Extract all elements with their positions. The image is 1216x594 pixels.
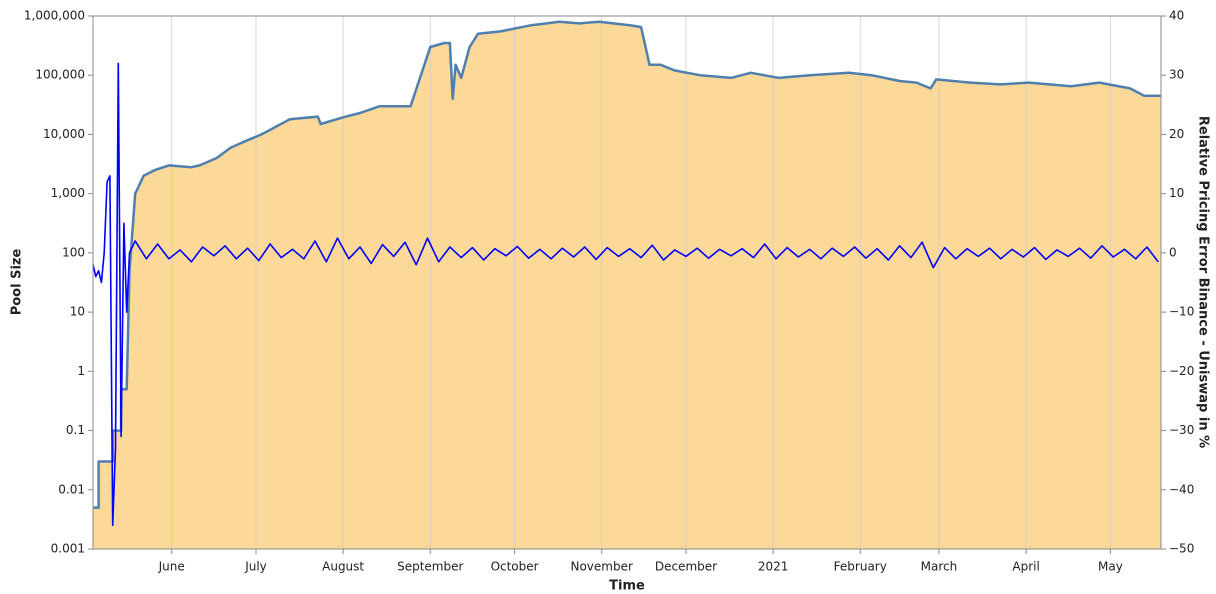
- y2-tick-label: 20: [1169, 127, 1184, 141]
- x-tick-label: March: [921, 560, 958, 574]
- y-tick-label: 10,000: [43, 127, 85, 141]
- y-tick-label: 0.01: [58, 482, 85, 496]
- y2-tick-label: −10: [1169, 305, 1194, 319]
- x-tick-label: June: [158, 560, 185, 574]
- y2-tick-label: −20: [1169, 364, 1194, 378]
- y2-tick-label: −30: [1169, 423, 1194, 437]
- x-tick-label: August: [322, 560, 364, 574]
- plot-frame: [92, 15, 1162, 550]
- line: [92, 62, 1159, 527]
- x-tick-label: November: [570, 560, 632, 574]
- x-tick-label: April: [1012, 560, 1039, 574]
- x-tick-label: September: [397, 560, 463, 574]
- x-tick-label: July: [244, 560, 267, 574]
- x-tick-label: December: [655, 560, 717, 574]
- y-tick-label: 1,000,000: [24, 9, 85, 23]
- y-tick-label: 1,000: [51, 186, 85, 200]
- y2-tick-label: 10: [1169, 186, 1184, 200]
- area-line: [93, 20, 1161, 509]
- y2-tick-label: 30: [1169, 68, 1184, 82]
- y-tick-label: 1: [77, 364, 85, 378]
- y2-tick-label: 40: [1169, 9, 1184, 23]
- x-axis-label: Time: [609, 579, 645, 594]
- x-tick-label: May: [1098, 560, 1123, 574]
- y-axis-label: Pool Size: [10, 249, 25, 316]
- y-tick-label: 100: [62, 245, 85, 259]
- y2-tick-label: 0: [1169, 245, 1177, 259]
- y2-axis-label: Relative Pricing Error Binance - Uniswap…: [1196, 116, 1211, 448]
- y-tick-label: 10: [70, 305, 85, 319]
- x-tick-label: February: [834, 560, 887, 574]
- area: [93, 21, 1161, 549]
- y2-tick-label: −50: [1169, 542, 1194, 556]
- y2-tick-label: −40: [1169, 482, 1194, 496]
- x-tick-label: 2021: [758, 560, 789, 574]
- x-tick-label: October: [491, 560, 539, 574]
- y-tick-label: 100,000: [35, 68, 85, 82]
- y-tick-label: 0.001: [51, 542, 85, 556]
- y-tick-label: 0.1: [66, 423, 85, 437]
